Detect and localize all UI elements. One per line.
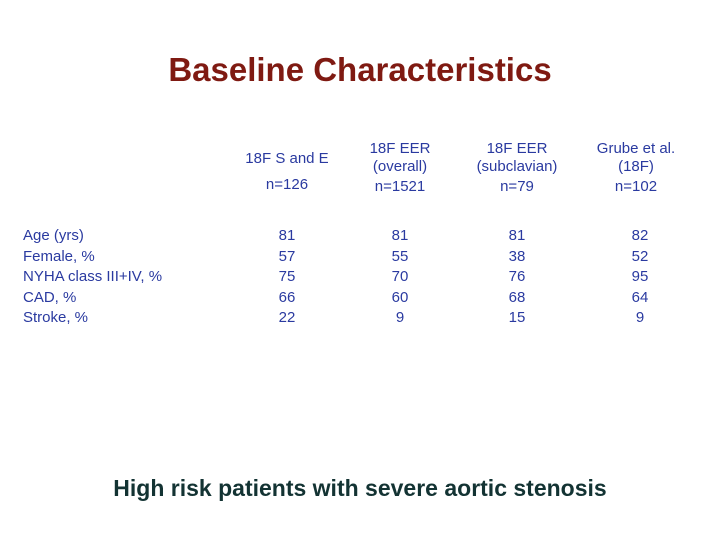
column-header-2-line-1: 18F EER [369,140,431,157]
cell-nyha-col2: 70 [391,268,409,285]
cell-cad-col2: 60 [391,288,409,306]
column-header-2: 18F EER (overall) n=1521 [370,140,431,196]
column-header-4-n: n=102 [614,178,658,195]
row-labels: Age (yrs) Female, % NYHA class III+IV, %… [23,226,162,329]
cell-female-col1: 57 [278,247,296,265]
cell-cad-col1: 66 [278,288,296,306]
column-header-3: 18F EER (subclavian) n=79 [477,140,558,196]
column-header-3-line-1: 18F EER [486,140,548,157]
column-header-4-line-1: Grube et al. [596,140,676,157]
cell-age-col1: 81 [278,227,296,244]
column-header-4: Grube et al. (18F) n=102 [597,140,675,196]
cell-age-col2: 81 [391,227,409,244]
row-label-cad: CAD, % [23,288,77,306]
column-header-3-n: n=79 [500,178,534,195]
cell-cad-col4: 64 [631,288,649,306]
cell-stroke-col1: 22 [278,309,296,326]
slide-title: Baseline Characteristics [168,51,552,88]
baseline-table: 18F S and E n=126 18F EER (overall) n=15… [0,140,720,340]
cell-stroke-col3: 15 [508,309,526,326]
row-label-stroke: Stroke, % [23,309,89,326]
column-header-3-line-2: (subclavian) [476,158,558,175]
column-header-1-line-1: 18F S and E [245,150,329,167]
column-header-2-line-2: (overall) [372,158,428,175]
column-header-1-n: n=126 [265,176,309,193]
column-values-2: 81 55 70 60 9 [392,226,409,329]
cell-nyha-col1: 75 [278,268,296,285]
slide-subtitle: High risk patients with severe aortic st… [113,475,607,501]
cell-female-col3: 38 [508,247,526,265]
column-header-2-n: n=1521 [374,178,426,195]
cell-female-col4: 52 [631,247,649,265]
column-values-3: 81 38 76 68 15 [509,226,526,329]
cell-age-col4: 82 [631,227,649,244]
row-label-nyha: NYHA class III+IV, % [23,268,163,285]
cell-stroke-col2: 9 [395,309,405,326]
cell-age-col3: 81 [508,227,526,244]
cell-cad-col3: 68 [508,288,526,306]
row-label-female: Female, % [23,247,95,265]
cell-female-col2: 55 [391,247,409,265]
cell-stroke-col4: 9 [635,309,645,326]
column-values-4: 82 52 95 64 9 [632,226,649,329]
row-label-age: Age (yrs) [23,227,84,244]
column-values-1: 81 57 75 66 22 [279,226,296,329]
column-header-4-line-2: (18F) [618,158,654,175]
column-header-1: 18F S and E n=126 [245,140,328,194]
cell-nyha-col3: 76 [508,268,526,285]
cell-nyha-col4: 95 [631,268,649,285]
